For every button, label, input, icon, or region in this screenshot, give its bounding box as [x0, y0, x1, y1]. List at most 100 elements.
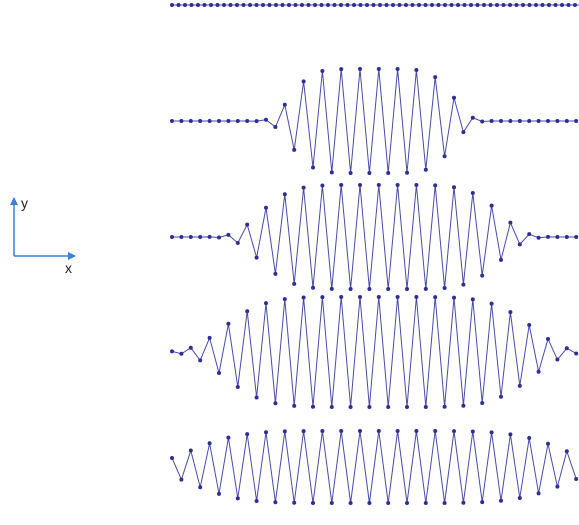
chain-node — [367, 501, 372, 505]
chain-node — [395, 67, 400, 72]
axes-icon: y x — [10, 195, 76, 276]
chain-node — [376, 295, 381, 299]
chain-node — [480, 500, 485, 505]
chain-node — [527, 232, 532, 237]
chain-node — [482, 3, 486, 7]
chain-node — [527, 119, 532, 123]
chain-node — [332, 3, 337, 7]
chain-node — [282, 429, 287, 434]
chain-node — [358, 3, 363, 7]
chain — [170, 429, 579, 505]
chain-node — [442, 404, 447, 409]
x-label: x — [65, 260, 72, 276]
chain-node — [339, 183, 344, 188]
chain-node — [215, 3, 220, 7]
chain-node — [198, 358, 203, 363]
chain-node — [423, 167, 428, 172]
chain — [170, 295, 579, 409]
chain-node — [499, 394, 503, 399]
chain-node — [475, 3, 480, 7]
chain-node — [264, 430, 268, 435]
chain-node — [564, 449, 569, 454]
chain-node — [442, 286, 447, 291]
chain-node — [555, 484, 560, 489]
chain-node — [397, 3, 402, 7]
chain-node — [517, 242, 522, 247]
chain-node — [207, 119, 212, 123]
chain-node — [300, 3, 304, 7]
chain-node — [189, 3, 194, 7]
chain-node — [170, 3, 174, 7]
chain-node — [179, 351, 184, 356]
chain-node — [489, 118, 494, 123]
chain-node — [179, 235, 184, 239]
chain-node — [280, 3, 285, 7]
chain — [170, 183, 579, 291]
chain-node — [508, 119, 513, 123]
chain-node — [217, 119, 221, 123]
chain-node — [196, 3, 200, 7]
chain-node — [564, 234, 569, 239]
chain-node — [320, 183, 325, 188]
chain-node — [376, 67, 381, 72]
chain-node — [292, 500, 297, 505]
chain-node — [414, 183, 419, 188]
chain-node — [555, 119, 560, 123]
chain-node — [207, 335, 212, 340]
chain-node — [461, 500, 466, 505]
chain-node — [358, 67, 362, 72]
chain-node — [517, 496, 522, 501]
chain-node — [198, 235, 203, 240]
chain-node — [226, 232, 231, 237]
chain-node — [423, 500, 428, 505]
chain-node — [423, 286, 428, 291]
chain-node — [452, 429, 456, 434]
chain-node — [546, 441, 550, 446]
chain-node — [433, 295, 438, 300]
chain-node — [521, 3, 525, 7]
chain-node — [414, 429, 419, 434]
chain-node — [273, 125, 278, 130]
chain-node — [546, 336, 550, 341]
chain-node — [352, 3, 356, 7]
chain-node — [267, 3, 272, 7]
chain-node — [536, 491, 541, 496]
chain-node — [311, 165, 315, 170]
chain-node — [405, 500, 409, 505]
chain-node — [245, 309, 250, 314]
chain-node — [301, 185, 306, 190]
chains — [170, 3, 579, 505]
chain-node — [555, 357, 560, 362]
chain-node — [499, 119, 503, 124]
chain-node — [293, 3, 298, 7]
chain-node — [273, 401, 278, 406]
chain-node — [345, 3, 350, 7]
chain-node — [436, 3, 441, 7]
chain-node — [228, 3, 233, 7]
chain-node — [452, 95, 456, 100]
chain-node — [391, 3, 395, 7]
chain-node — [499, 498, 503, 503]
chain-node — [329, 170, 334, 175]
chain-node — [489, 203, 494, 208]
chain-node — [430, 3, 434, 7]
chain-node — [574, 476, 579, 481]
chain-node — [176, 3, 181, 7]
chain-node — [469, 3, 473, 7]
chain-node — [517, 119, 522, 123]
chain-node — [292, 281, 297, 286]
chain-node — [183, 3, 187, 7]
y-label: y — [21, 195, 28, 211]
chain-node — [235, 3, 239, 7]
chain-node — [546, 234, 550, 239]
chain-node — [560, 3, 564, 7]
chain-node — [404, 3, 408, 7]
chain-node — [423, 3, 428, 7]
chain-node — [273, 500, 278, 505]
chain-node — [339, 295, 344, 300]
chain-node — [287, 3, 291, 7]
chain-node — [536, 235, 541, 240]
chain-node — [461, 130, 466, 135]
chain-node — [222, 3, 226, 7]
